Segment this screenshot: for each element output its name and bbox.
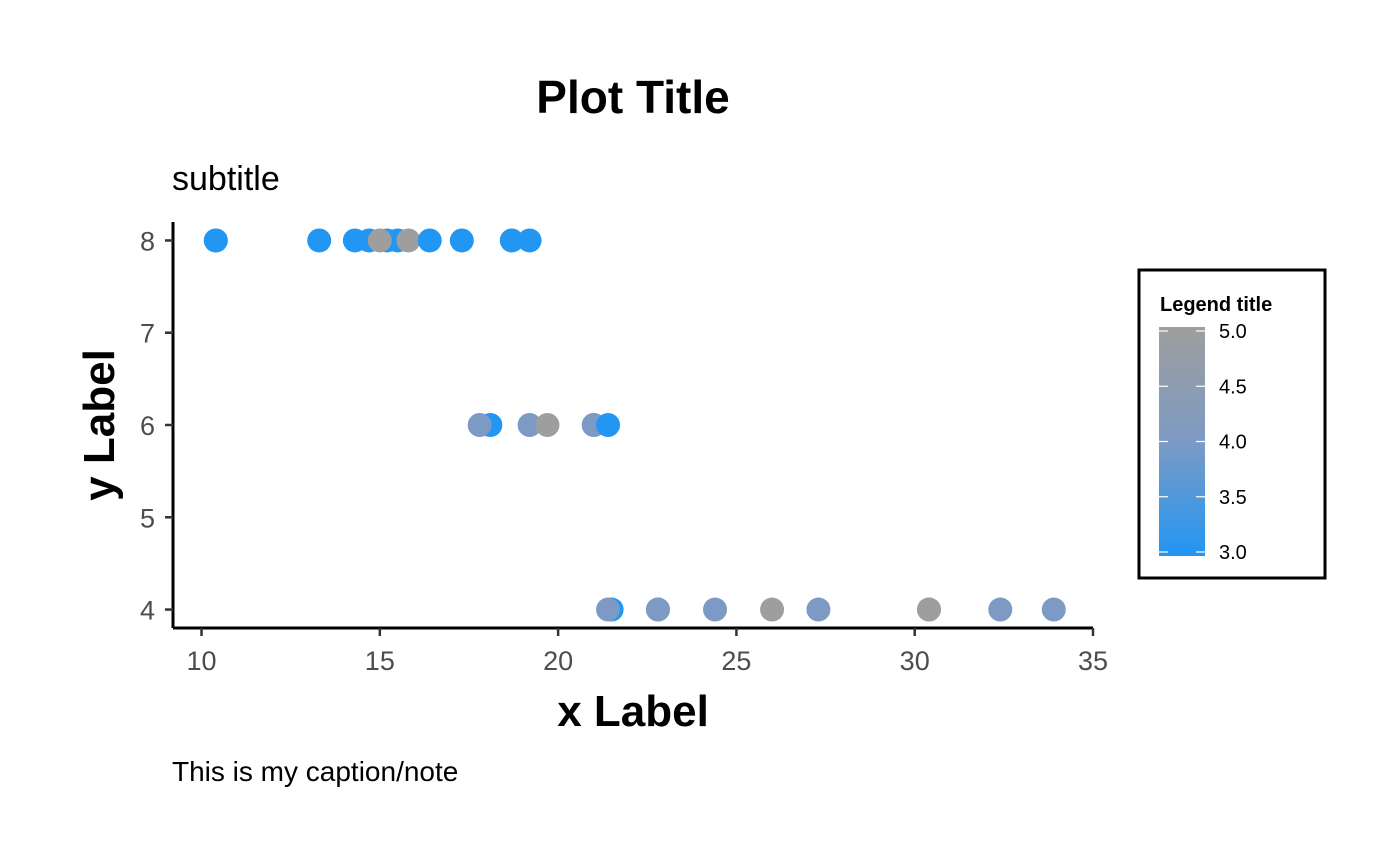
data-point <box>367 228 392 253</box>
x-tick-label: 25 <box>721 646 751 676</box>
data-point <box>760 597 785 622</box>
data-point <box>703 597 728 622</box>
data-point <box>645 597 670 622</box>
data-point <box>535 413 560 437</box>
data-point <box>396 228 421 253</box>
y-axis-ticks: 4 5 6 7 8 <box>140 226 173 626</box>
y-tick-label: 4 <box>140 596 155 626</box>
data-point <box>916 597 941 622</box>
y-tick-label: 6 <box>140 411 155 441</box>
data-point <box>596 413 621 437</box>
legend-title: Legend title <box>1160 294 1272 316</box>
data-point <box>499 228 524 253</box>
x-axis-ticks: 10 15 20 25 30 35 <box>187 628 1108 676</box>
data-point <box>517 228 542 253</box>
legend: Legend title 3.0 3.5 4.0 4.5 5.0 <box>1137 268 1327 580</box>
data-point <box>596 597 621 622</box>
data-point <box>307 228 332 253</box>
x-tick-label: 30 <box>900 646 930 676</box>
legend-ticks: 3.0 3.5 4.0 4.5 5.0 <box>1159 321 1247 564</box>
axes <box>171 222 1093 630</box>
legend-tick-label: 4.5 <box>1219 376 1247 398</box>
data-point <box>449 228 474 253</box>
legend-tick-label: 3.5 <box>1219 487 1247 509</box>
legend-tick-label: 4.0 <box>1219 432 1247 454</box>
y-tick-label: 8 <box>140 226 155 256</box>
data-point <box>806 597 831 622</box>
x-tick-label: 10 <box>187 646 217 676</box>
x-tick-label: 35 <box>1078 646 1108 676</box>
y-tick-label: 7 <box>140 319 155 349</box>
data-point <box>988 597 1013 622</box>
data-point <box>517 413 542 437</box>
x-axis-title: x Label <box>557 687 709 736</box>
plot-title: Plot Title <box>536 71 729 123</box>
points-layer <box>203 228 1066 622</box>
x-tick-label: 15 <box>365 646 395 676</box>
legend-tick-label: 5.0 <box>1219 321 1247 343</box>
data-point <box>1041 597 1066 622</box>
plot-caption: This is my caption/note <box>172 756 458 787</box>
y-axis-title: y Label <box>75 349 124 501</box>
plot-subtitle: subtitle <box>172 160 280 198</box>
x-tick-label: 20 <box>543 646 573 676</box>
y-tick-label: 5 <box>140 503 155 533</box>
data-point <box>203 228 228 253</box>
legend-tick-label: 3.0 <box>1219 542 1247 564</box>
data-point <box>417 228 442 253</box>
data-point <box>467 413 492 437</box>
